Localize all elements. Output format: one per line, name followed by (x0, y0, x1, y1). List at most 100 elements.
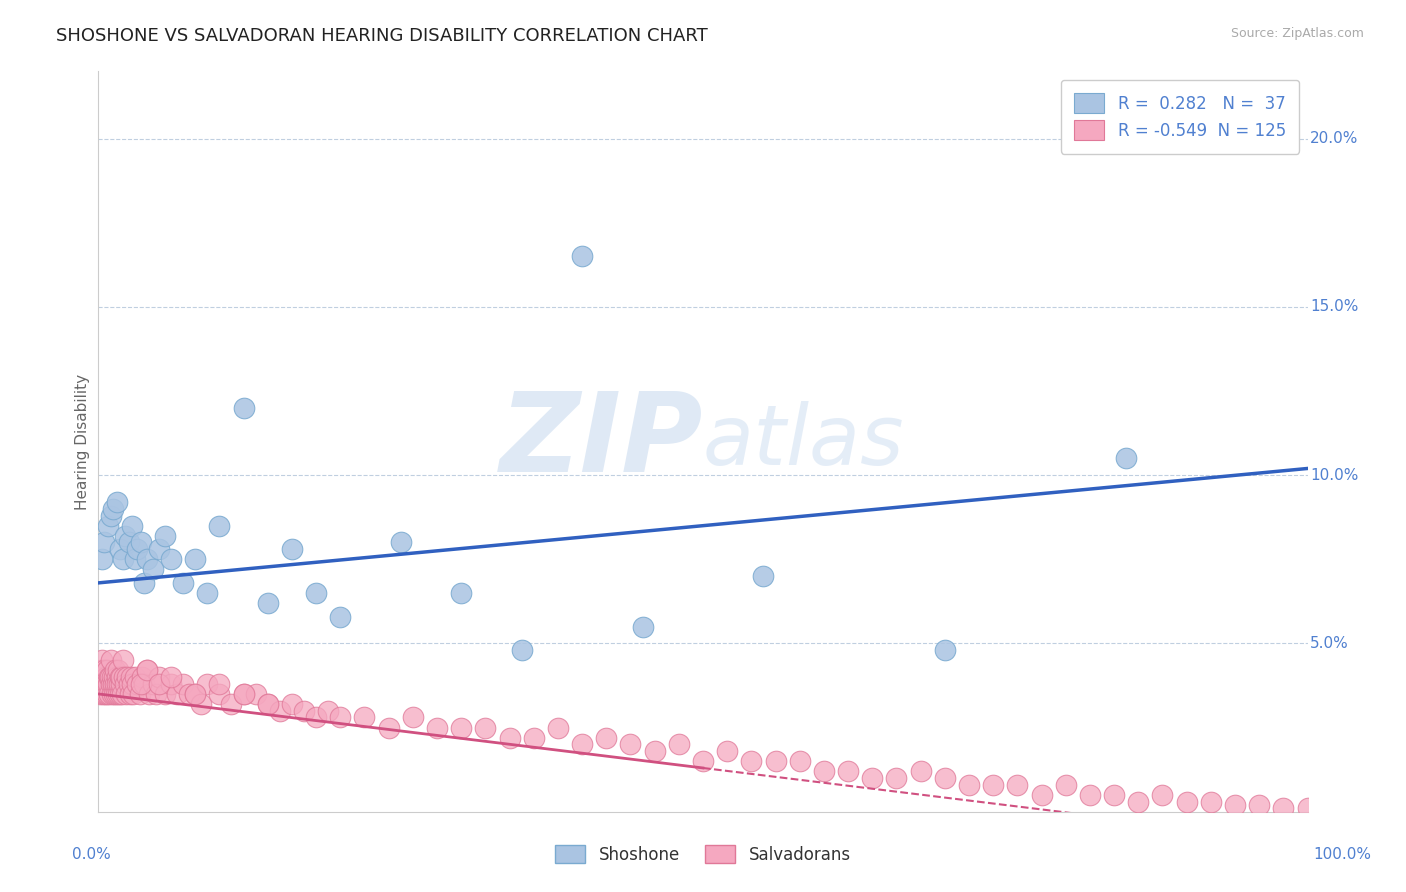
Point (402, 710, 425, 724)
Point (148, 677, 170, 691)
Point (740, 754, 762, 768)
Text: SHOSHONE VS SALVADORAN HEARING DISABILITY CORRELATION CHART: SHOSHONE VS SALVADORAN HEARING DISABILIT… (56, 27, 709, 45)
Point (98, 670, 121, 684)
Text: 100.0%: 100.0% (1313, 847, 1372, 863)
Point (184, 687, 207, 701)
Point (124, 552, 146, 566)
Point (114, 677, 136, 691)
Point (124, 670, 146, 684)
Point (160, 552, 183, 566)
Point (94, 670, 117, 684)
Point (934, 643, 956, 657)
Point (813, 764, 835, 779)
Text: ZIP: ZIP (499, 388, 703, 495)
Point (90, 664, 112, 678)
Point (138, 687, 160, 701)
Point (110, 677, 132, 691)
Point (96, 687, 118, 701)
Point (91, 670, 114, 684)
Point (1054, 778, 1077, 792)
Point (1031, 788, 1053, 802)
Point (450, 721, 472, 735)
Point (127, 677, 149, 691)
Point (97, 670, 120, 684)
Point (105, 677, 128, 691)
Point (1199, 795, 1222, 809)
Point (498, 731, 520, 745)
Point (121, 518, 143, 533)
Point (692, 754, 714, 768)
Point (90, 677, 112, 691)
Point (121, 677, 143, 691)
Point (765, 754, 787, 768)
Point (96, 677, 118, 691)
Point (112, 670, 135, 684)
Point (184, 687, 207, 701)
Point (97, 518, 120, 533)
Point (105, 670, 128, 684)
Point (108, 670, 131, 684)
Point (103, 670, 125, 684)
Point (148, 670, 170, 684)
Point (232, 401, 254, 415)
Point (107, 687, 129, 701)
Point (256, 697, 278, 711)
Point (450, 586, 472, 600)
Point (281, 542, 304, 557)
Point (110, 670, 132, 684)
Point (281, 697, 304, 711)
Point (111, 552, 134, 566)
Point (153, 529, 176, 543)
Point (619, 738, 641, 752)
Legend: Shoshone, Salvadorans: Shoshone, Salvadorans (548, 838, 858, 871)
Point (98, 687, 121, 701)
Point (131, 670, 153, 684)
Point (135, 552, 157, 566)
Point (523, 731, 546, 745)
Point (644, 744, 666, 758)
Point (221, 697, 243, 711)
Point (571, 249, 593, 264)
Point (172, 575, 194, 590)
Point (101, 501, 124, 516)
Point (292, 704, 315, 718)
Point (107, 664, 129, 678)
Point (1007, 778, 1029, 792)
Point (145, 687, 167, 701)
Point (860, 771, 883, 785)
Point (100, 653, 122, 667)
Point (190, 697, 212, 711)
Point (208, 677, 231, 691)
Point (1296, 801, 1319, 815)
Point (122, 687, 145, 701)
Point (93, 664, 115, 678)
Point (1175, 795, 1198, 809)
Point (1102, 788, 1125, 802)
Point (160, 677, 183, 691)
Point (195, 677, 218, 691)
Text: 5.0%: 5.0% (1310, 636, 1348, 651)
Point (108, 542, 131, 557)
Point (134, 677, 156, 691)
Point (305, 710, 328, 724)
Point (179, 687, 201, 701)
Point (595, 731, 617, 745)
Point (245, 687, 267, 701)
Point (127, 542, 149, 557)
Point (208, 687, 231, 701)
Point (166, 687, 188, 701)
Point (153, 687, 176, 701)
Point (97, 677, 120, 691)
Point (128, 687, 150, 701)
Point (129, 677, 152, 691)
Text: 15.0%: 15.0% (1310, 300, 1358, 314)
Point (510, 643, 533, 657)
Point (101, 677, 124, 691)
Point (716, 744, 738, 758)
Point (93, 535, 115, 549)
Point (117, 670, 139, 684)
Point (837, 764, 859, 779)
Point (108, 687, 131, 701)
Point (184, 552, 207, 566)
Point (547, 721, 569, 735)
